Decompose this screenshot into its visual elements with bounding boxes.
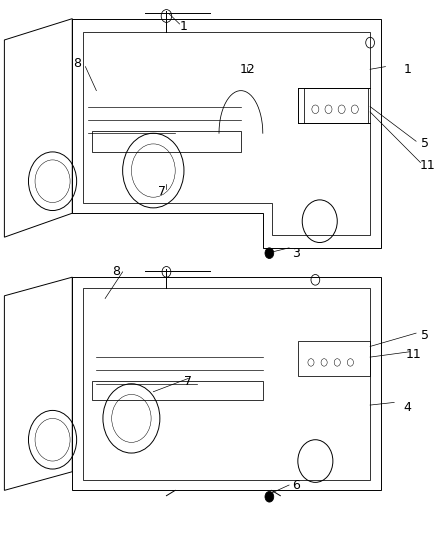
- Circle shape: [265, 248, 274, 259]
- Text: 3: 3: [292, 247, 300, 260]
- Text: 8: 8: [73, 58, 81, 70]
- Circle shape: [265, 491, 274, 502]
- Text: 11: 11: [406, 348, 422, 361]
- Text: 7: 7: [158, 185, 166, 198]
- Text: 1: 1: [403, 63, 411, 76]
- Text: 4: 4: [403, 401, 411, 414]
- Text: 11: 11: [419, 159, 435, 172]
- Text: 7: 7: [184, 375, 192, 387]
- Text: 8: 8: [112, 265, 120, 278]
- Text: 6: 6: [292, 479, 300, 491]
- Text: 5: 5: [421, 138, 429, 150]
- Text: 1: 1: [180, 20, 188, 33]
- Text: 5: 5: [421, 329, 429, 342]
- Text: 12: 12: [240, 63, 255, 76]
